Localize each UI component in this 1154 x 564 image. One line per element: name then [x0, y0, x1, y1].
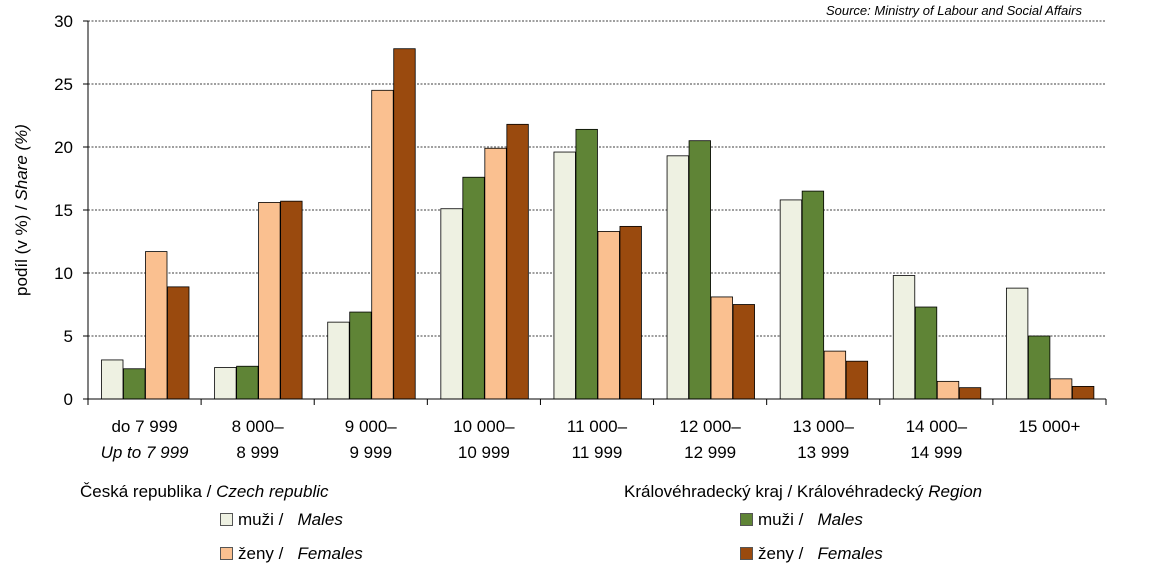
- x-tick-label-line2: 13 999: [797, 443, 849, 462]
- bars: [101, 48, 1095, 400]
- legend-cz-title: Česká republika / Czech republic: [80, 482, 329, 502]
- x-tick-label-line2: 12 999: [684, 443, 736, 462]
- x-tick-label: 12 000–: [679, 417, 741, 436]
- bar-kh_f-7: [958, 387, 982, 400]
- axes: [83, 20, 1107, 405]
- legend-label-kh-males: muži /: [758, 510, 809, 529]
- bar-kh_f-1: [280, 200, 303, 400]
- bar-kh_m-0: [123, 368, 146, 400]
- y-tick-label: 20: [54, 138, 73, 157]
- legend-label-kh-females-en: Females: [817, 544, 883, 563]
- bar-cz_f-3: [484, 147, 507, 400]
- legend-label-en-males: Males: [297, 510, 343, 529]
- bar-cz_m-1: [214, 367, 237, 400]
- x-tick-label: 15 000+: [1018, 417, 1080, 436]
- bar-chart: Source: Ministry of Labour and Social Af…: [12, 3, 1107, 462]
- legend-cz-males: muži / Males: [220, 510, 343, 530]
- bar-kh_m-7: [914, 306, 938, 400]
- bar-cz_f-5: [710, 296, 733, 400]
- legend-kh-title-cz: Královéhradecký kraj / Královéhradecký: [624, 482, 929, 501]
- x-tick-label-line2: 8 999: [236, 443, 279, 462]
- bar-cz_f-6: [823, 350, 847, 400]
- bar-cz_m-4: [553, 151, 576, 400]
- y-tick-label: 5: [64, 327, 73, 346]
- x-tick-label-line2: 14 999: [910, 443, 962, 462]
- legend-swatch-kh-females: [740, 547, 753, 560]
- bar-kh_f-3: [506, 123, 529, 400]
- bar-kh_m-4: [575, 128, 598, 400]
- x-tick-label-line2: Up to 7 999: [101, 443, 189, 462]
- legend-label-cz-males: muži /: [238, 510, 289, 529]
- bar-cz_f-1: [258, 202, 281, 400]
- x-tick-label: 10 000–: [453, 417, 515, 436]
- x-tick-label-line2: 10 999: [458, 443, 510, 462]
- bar-cz_f-0: [145, 251, 168, 400]
- bar-kh_f-2: [393, 48, 416, 400]
- legend-kh-title: Královéhradecký kraj / Královéhradecký R…: [624, 482, 982, 502]
- legend-kh-males: muži / Males: [740, 510, 863, 530]
- y-tick-labels: 0 5 10 15 20 25 30: [54, 12, 73, 409]
- legend-label-kh-males-en: Males: [817, 510, 863, 529]
- bar-cz_m-0: [101, 359, 124, 400]
- bar-kh_m-1: [236, 365, 259, 400]
- bar-kh_f-8: [1071, 385, 1095, 400]
- legend-cz-title-cz: Česká republika /: [80, 482, 217, 501]
- y-axis-label: podíl (v %) / Share (%): [12, 124, 31, 296]
- legend-kh-females: ženy / Females: [740, 544, 883, 564]
- source-note: Source: Ministry of Labour and Social Af…: [826, 3, 1083, 18]
- legend-label-en-females: Females: [297, 544, 363, 563]
- bar-cz_f-4: [597, 231, 620, 400]
- bar-kh_f-0: [167, 286, 190, 400]
- bar-kh_f-5: [732, 304, 755, 400]
- x-tick-label: 14 000–: [906, 417, 968, 436]
- bar-cz_m-8: [1005, 287, 1029, 400]
- x-tick-labels: do 7 999 Up to 7 999 8 000– 8 999 9 000– 9 99…: [101, 417, 1081, 462]
- legend-label-kh-females: ženy /: [758, 544, 809, 563]
- legend-cz-females: ženy / Females: [220, 544, 363, 564]
- x-tick-label-line2: 9 999: [350, 443, 393, 462]
- y-tick-label: 30: [54, 12, 73, 31]
- y-tick-label: 10: [54, 264, 73, 283]
- bar-cz_m-6: [779, 199, 803, 400]
- x-tick-label: 11 000–: [567, 417, 628, 436]
- bar-kh_m-8: [1027, 335, 1051, 400]
- legend-swatch-cz-males: [220, 513, 233, 526]
- bar-cz_f-8: [1049, 378, 1073, 400]
- bar-kh_f-4: [619, 225, 642, 400]
- y-axis-label-cz: podíl (v %) /: [12, 201, 31, 296]
- legend-swatch-kh-males: [740, 513, 753, 526]
- x-tick-label: 9 000–: [345, 417, 398, 436]
- x-tick-label: do 7 999: [111, 417, 177, 436]
- bar-kh_m-5: [688, 140, 711, 400]
- y-tick-label: 15: [54, 201, 73, 220]
- legend-label-cz-females: ženy /: [238, 544, 289, 563]
- bar-cz_f-2: [371, 89, 394, 400]
- bar-cz_f-7: [936, 380, 960, 400]
- y-tick-label: 0: [64, 390, 73, 409]
- bar-kh_m-2: [349, 311, 372, 400]
- legend-kh-title-en: Region: [928, 482, 983, 501]
- bar-cz_m-5: [666, 155, 689, 400]
- x-tick-label: 13 000–: [792, 417, 854, 436]
- y-tick-label: 25: [54, 75, 73, 94]
- bar-cz_m-2: [327, 321, 350, 400]
- x-tick-label-line2: 11 999: [572, 443, 623, 462]
- y-axis-label-en: Share (%): [12, 124, 31, 201]
- legend-swatch-cz-females: [220, 547, 233, 560]
- legend-cz-title-en: Czech republic: [216, 482, 329, 501]
- bar-cz_m-7: [892, 275, 916, 400]
- bar-kh_m-3: [462, 176, 485, 400]
- bar-kh_m-6: [801, 190, 825, 400]
- bar-kh_f-6: [845, 360, 869, 400]
- bar-cz_m-3: [440, 208, 463, 400]
- x-tick-label: 8 000–: [232, 417, 285, 436]
